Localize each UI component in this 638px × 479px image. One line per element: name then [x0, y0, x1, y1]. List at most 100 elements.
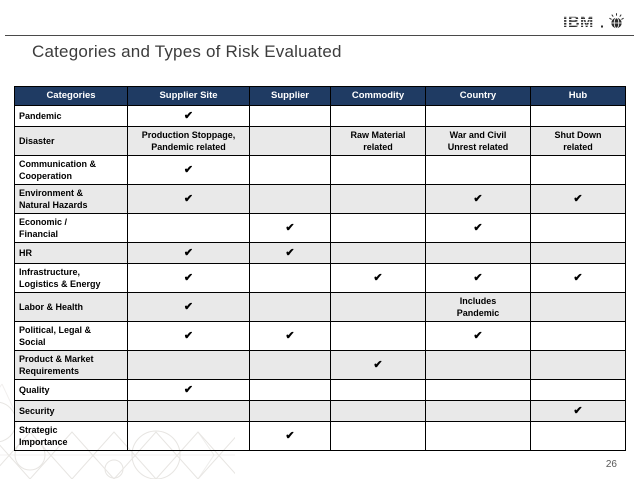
category-cell: Economic / Financial [14, 213, 128, 243]
table-row: Economic / Financial ✔ ✔ [14, 213, 626, 243]
table-row: Product & Market Requirements ✔ [14, 350, 626, 380]
empty-cell [530, 242, 626, 264]
text-cell: War and Civil Unrest related [425, 126, 531, 156]
empty-cell [530, 155, 626, 185]
empty-cell [425, 400, 531, 422]
checkmark-cell: ✔ [249, 321, 331, 351]
table-row: Quality ✔ [14, 379, 626, 401]
table-row: Environment & Natural Hazards ✔ ✔ ✔ [14, 184, 626, 214]
empty-cell [530, 292, 626, 322]
empty-cell [249, 126, 331, 156]
checkmark-cell: ✔ [425, 263, 531, 293]
table-row: Pandemic ✔ [14, 105, 626, 127]
empty-cell [330, 400, 426, 422]
empty-cell [425, 155, 531, 185]
category-cell: Political, Legal & Social [14, 321, 128, 351]
empty-cell [425, 379, 531, 401]
risk-evaluation-table: Categories Supplier Site Supplier Commodity… [14, 86, 626, 451]
empty-cell [530, 321, 626, 351]
text-cell: Shut Down related [530, 126, 626, 156]
empty-cell [425, 105, 531, 127]
empty-cell [330, 421, 426, 451]
empty-cell [330, 184, 426, 214]
empty-cell [530, 379, 626, 401]
empty-cell [530, 105, 626, 127]
category-cell: Disaster [14, 126, 128, 156]
category-cell: Strategic Importance [14, 421, 128, 451]
checkmark-cell: ✔ [249, 421, 331, 451]
empty-cell [127, 350, 250, 380]
ibm-8bar-wordmark: IBM [563, 14, 603, 31]
empty-cell [330, 242, 426, 264]
empty-cell [425, 242, 531, 264]
checkmark-cell: ✔ [127, 105, 250, 127]
empty-cell [330, 321, 426, 351]
empty-cell [330, 213, 426, 243]
checkmark-cell: ✔ [425, 321, 531, 351]
ibm-logo: IBM [563, 11, 629, 33]
empty-cell [127, 421, 250, 451]
checkmark-cell: ✔ [530, 184, 626, 214]
category-cell: Quality [14, 379, 128, 401]
empty-cell [249, 350, 331, 380]
empty-cell [530, 350, 626, 380]
checkmark-cell: ✔ [127, 184, 250, 214]
category-cell: Pandemic [14, 105, 128, 127]
column-header-country: Country [425, 86, 531, 106]
empty-cell [330, 292, 426, 322]
page-number: 26 [605, 459, 617, 470]
table-body: Pandemic ✔ Disaster Production Stoppage, Pa… [14, 105, 626, 451]
checkmark-cell: ✔ [127, 379, 250, 401]
column-header-supplier-site: Supplier Site [127, 86, 250, 106]
table-row: Political, Legal & Social ✔ ✔ ✔ [14, 321, 626, 351]
checkmark-cell: ✔ [330, 263, 426, 293]
table-row: Infrastructure, Logistics & Energy ✔ ✔ ✔ ✔ [14, 263, 626, 293]
empty-cell [249, 184, 331, 214]
checkmark-cell: ✔ [330, 350, 426, 380]
table-row: Security ✔ [14, 400, 626, 422]
text-cell: Raw Material related [330, 126, 426, 156]
column-header-supplier: Supplier [249, 86, 331, 106]
category-cell: Security [14, 400, 128, 422]
empty-cell [249, 292, 331, 322]
empty-cell [330, 105, 426, 127]
category-cell: Product & Market Requirements [14, 350, 128, 380]
checkmark-cell: ✔ [530, 400, 626, 422]
checkmark-cell: ✔ [127, 263, 250, 293]
table-row: Communication & Cooperation ✔ [14, 155, 626, 185]
text-cell: Includes Pandemic [425, 292, 531, 322]
column-header-categories: Categories [14, 86, 128, 106]
empty-cell [330, 379, 426, 401]
table-row: Labor & Health ✔ Includes Pandemic [14, 292, 626, 322]
header-divider [5, 35, 634, 36]
column-header-hub: Hub [530, 86, 626, 106]
empty-cell [330, 155, 426, 185]
category-cell: Communication & Cooperation [14, 155, 128, 185]
text-cell: Production Stoppage, Pandemic related [127, 126, 250, 156]
empty-cell [425, 350, 531, 380]
table-row: Strategic Importance ✔ [14, 421, 626, 451]
table-header-row: Categories Supplier Site Supplier Commodity… [14, 86, 626, 106]
checkmark-cell: ✔ [127, 292, 250, 322]
category-cell: Infrastructure, Logistics & Energy [14, 263, 128, 293]
empty-cell [249, 263, 331, 293]
table-row: Disaster Production Stoppage, Pandemic re… [14, 126, 626, 156]
checkmark-cell: ✔ [249, 213, 331, 243]
category-cell: Labor & Health [14, 292, 128, 322]
category-cell: Environment & Natural Hazards [14, 184, 128, 214]
smarter-planet-globe-icon [609, 13, 624, 29]
empty-cell [127, 213, 250, 243]
column-header-commodity: Commodity [330, 86, 426, 106]
empty-cell [249, 155, 331, 185]
checkmark-cell: ✔ [127, 321, 250, 351]
empty-cell [425, 421, 531, 451]
empty-cell [530, 421, 626, 451]
empty-cell [530, 213, 626, 243]
empty-cell [127, 400, 250, 422]
checkmark-cell: ✔ [127, 155, 250, 185]
checkmark-cell: ✔ [425, 213, 531, 243]
page-title: Categories and Types of Risk Evaluated [32, 42, 342, 61]
category-cell: HR [14, 242, 128, 264]
empty-cell [249, 379, 331, 401]
